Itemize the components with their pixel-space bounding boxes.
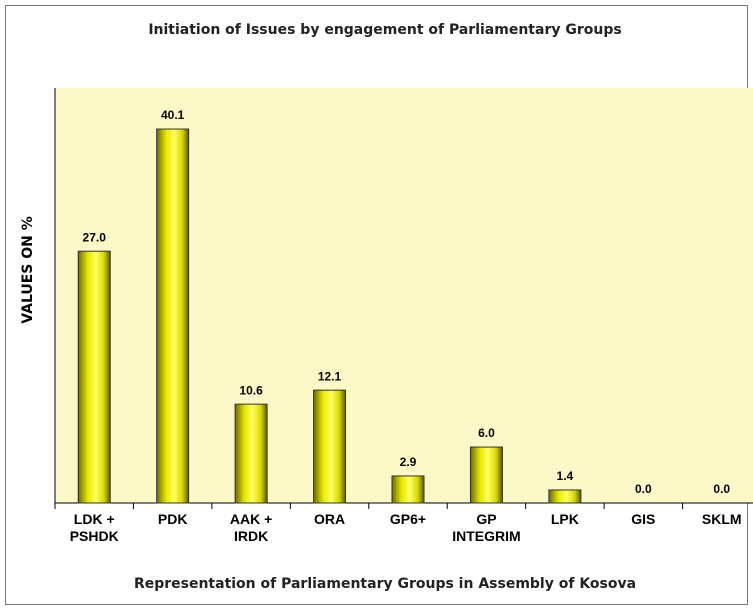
x-tick-label: SKLM <box>701 511 742 527</box>
value-label: 0.0 <box>713 482 730 496</box>
x-tick-label: LPK <box>550 511 579 527</box>
x-tick-label: PDK <box>157 511 188 527</box>
value-label: 27.0 <box>83 230 107 244</box>
bar <box>313 389 347 504</box>
x-tick-label: GIS <box>631 511 656 527</box>
bar <box>548 489 582 504</box>
x-tick-label: AAK + IRDK <box>229 511 273 544</box>
value-label: 1.4 <box>557 469 574 483</box>
y-axis-label: VALUES ON % <box>20 216 36 324</box>
bar <box>234 403 268 504</box>
bar <box>156 128 190 504</box>
x-tick-label: ORA <box>313 511 346 527</box>
x-tick-label: GP INTEGRIM <box>452 511 521 544</box>
bar <box>77 250 111 504</box>
bar <box>391 475 425 504</box>
x-tick-label: GP6+ <box>389 511 427 527</box>
value-label: 0.0 <box>635 482 652 496</box>
value-label: 10.6 <box>239 383 263 397</box>
x-axis-label: Representation of Parliamentary Groups i… <box>134 576 636 592</box>
chart-title: Initiation of Issues by engagement of Pa… <box>148 22 621 38</box>
bar <box>469 446 503 504</box>
value-label: 40.1 <box>161 108 185 122</box>
x-tick-label: LDK + PSHDK <box>69 511 119 544</box>
value-label: 2.9 <box>400 455 417 469</box>
value-label: 6.0 <box>478 426 495 440</box>
value-label: 12.1 <box>318 369 342 383</box>
